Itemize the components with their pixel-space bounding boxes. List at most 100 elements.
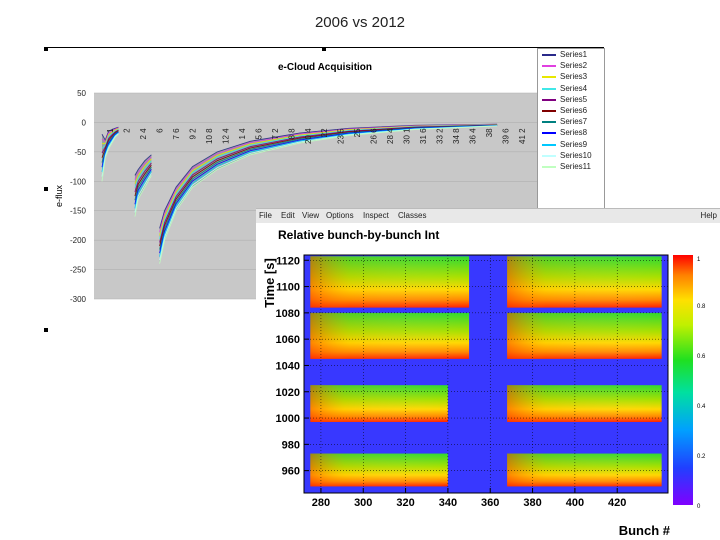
x-tick-label: 2 4 xyxy=(139,128,148,140)
legend-label: Series7 xyxy=(560,117,588,127)
legend-label: Series1 xyxy=(560,50,588,59)
x-tick-label: 36 4 xyxy=(468,128,477,144)
menu-edit[interactable]: Edit xyxy=(281,211,295,220)
colorbar-tick-label: 0 xyxy=(697,504,701,510)
legend-entry: Series8 xyxy=(538,127,604,138)
series-line xyxy=(159,123,498,229)
grid-lines xyxy=(304,255,668,493)
menu-help[interactable]: Help xyxy=(700,211,717,220)
x-tick-labels: 280 300 320 340 360 380 400 420 xyxy=(312,497,627,509)
y-tick-label: 1040 xyxy=(276,360,300,372)
series-line xyxy=(134,156,152,180)
intensity-block-shade xyxy=(507,312,662,359)
y-tick-labels: 960 980 1000 1020 1040 1060 1080 1100 1120 xyxy=(276,255,300,477)
x-tick-label: 300 xyxy=(354,497,372,509)
x-tick-label: 1 4 xyxy=(238,128,247,140)
x-tick-label: 31 6 xyxy=(419,128,428,144)
x-tick-label: 400 xyxy=(566,497,584,509)
series-line xyxy=(159,124,498,250)
legend-label: Series3 xyxy=(560,72,588,82)
legend-swatch xyxy=(542,87,556,90)
legend-swatch xyxy=(542,121,556,124)
legend-swatch xyxy=(542,143,556,146)
y-tick-label: -200 xyxy=(70,236,87,245)
legend-swatch xyxy=(542,54,556,56)
series-line xyxy=(134,168,152,205)
y-tick-label: -150 xyxy=(70,207,87,216)
menu-file[interactable]: File xyxy=(259,211,272,220)
series-line xyxy=(159,125,498,264)
legend-swatch xyxy=(542,165,556,168)
legend-swatch xyxy=(542,98,556,101)
series-line xyxy=(159,125,498,257)
y-tick-label: -300 xyxy=(70,295,87,304)
x-tick-label: 28 4 xyxy=(386,128,395,144)
y-axis-label: Time [s] xyxy=(262,258,277,308)
series-line xyxy=(134,158,152,184)
x-tick-label: 22 xyxy=(320,128,329,137)
y-tick-labels: 50 0 -50 -100 -150 -200 -250 -300 xyxy=(70,89,87,304)
series-envelopes xyxy=(101,123,498,264)
legend-entry: Series6 xyxy=(538,105,604,116)
legend-entry: Series5 xyxy=(538,94,604,105)
series-line xyxy=(159,125,498,261)
legend: Series1 Series2 Series3 Series4 Series5 Serie… xyxy=(537,48,605,210)
legend-label: Series11 xyxy=(560,161,591,171)
legend-swatch xyxy=(542,154,556,157)
x-tick-label: 7 6 xyxy=(172,128,181,140)
y-tick-label: 980 xyxy=(282,439,300,451)
x-tick-label: 10 8 xyxy=(205,128,214,144)
x-tick-label: 280 xyxy=(312,497,330,509)
y-tick-label: 1100 xyxy=(276,282,300,294)
x-tick-label: 9 2 xyxy=(189,128,198,140)
series-line xyxy=(134,162,152,193)
series-line xyxy=(159,124,498,236)
x-tick-label: 25 xyxy=(353,128,362,137)
series-line xyxy=(159,124,498,247)
plot-frame xyxy=(303,254,669,494)
series-line xyxy=(134,154,152,176)
x-tick-label: 8 8 xyxy=(287,128,296,140)
menu-inspect[interactable]: Inspect xyxy=(363,211,389,220)
intensity-block-shade xyxy=(507,453,662,487)
x-tick-label: 23 5 xyxy=(337,128,346,144)
intensity-block-shade xyxy=(507,256,662,308)
legend-entry: Series10 xyxy=(538,150,604,161)
series-line xyxy=(102,128,119,145)
x-axis-label: Bunch # xyxy=(619,523,671,538)
x-tick-label: 38 xyxy=(485,128,494,137)
colorbar-tick-label: 1 xyxy=(697,257,701,263)
y-tick-label: 1060 xyxy=(276,334,300,346)
legend-entry: Series2 xyxy=(538,60,604,71)
intensity-block-shade xyxy=(310,453,448,487)
x-tick-label: 5 6 xyxy=(254,128,263,140)
legend-entry: Series3 xyxy=(538,71,604,82)
legend-label: Series5 xyxy=(560,94,588,104)
chart-title: e-Cloud Acquisition xyxy=(278,62,372,73)
y-tick-label: -100 xyxy=(70,177,87,186)
x-tick-label: 2 xyxy=(123,128,132,133)
series-line xyxy=(134,166,152,201)
x-tick-label: 20 4 xyxy=(304,128,313,144)
menu-classes[interactable]: Classes xyxy=(398,211,427,220)
x-tick-label: 26 6 xyxy=(370,128,379,144)
legend-label: Series9 xyxy=(560,139,588,149)
menu-view[interactable]: View xyxy=(302,211,320,220)
series-line xyxy=(134,171,152,209)
x-tick-label: 320 xyxy=(396,497,414,509)
y-axis-label: e-flux xyxy=(54,185,64,208)
intensity-block-shade xyxy=(507,385,662,422)
x-tick-label: 360 xyxy=(481,497,499,509)
colorbar-tick-label: 0.2 xyxy=(697,454,706,460)
series-line xyxy=(134,173,152,213)
series-line xyxy=(159,124,498,254)
intensity-block-shade xyxy=(310,385,448,422)
x-tick-label: 39 6 xyxy=(501,128,510,144)
y-tick-label: -250 xyxy=(70,266,87,275)
x-tick-label: 7 2 xyxy=(271,128,280,140)
x-tick-label: 34 8 xyxy=(452,128,461,144)
x-tick-label: 340 xyxy=(439,497,457,509)
y-tick-label: 1120 xyxy=(276,255,300,267)
menu-options[interactable]: Options xyxy=(326,211,354,220)
x-tick-label: 6 xyxy=(156,128,165,133)
